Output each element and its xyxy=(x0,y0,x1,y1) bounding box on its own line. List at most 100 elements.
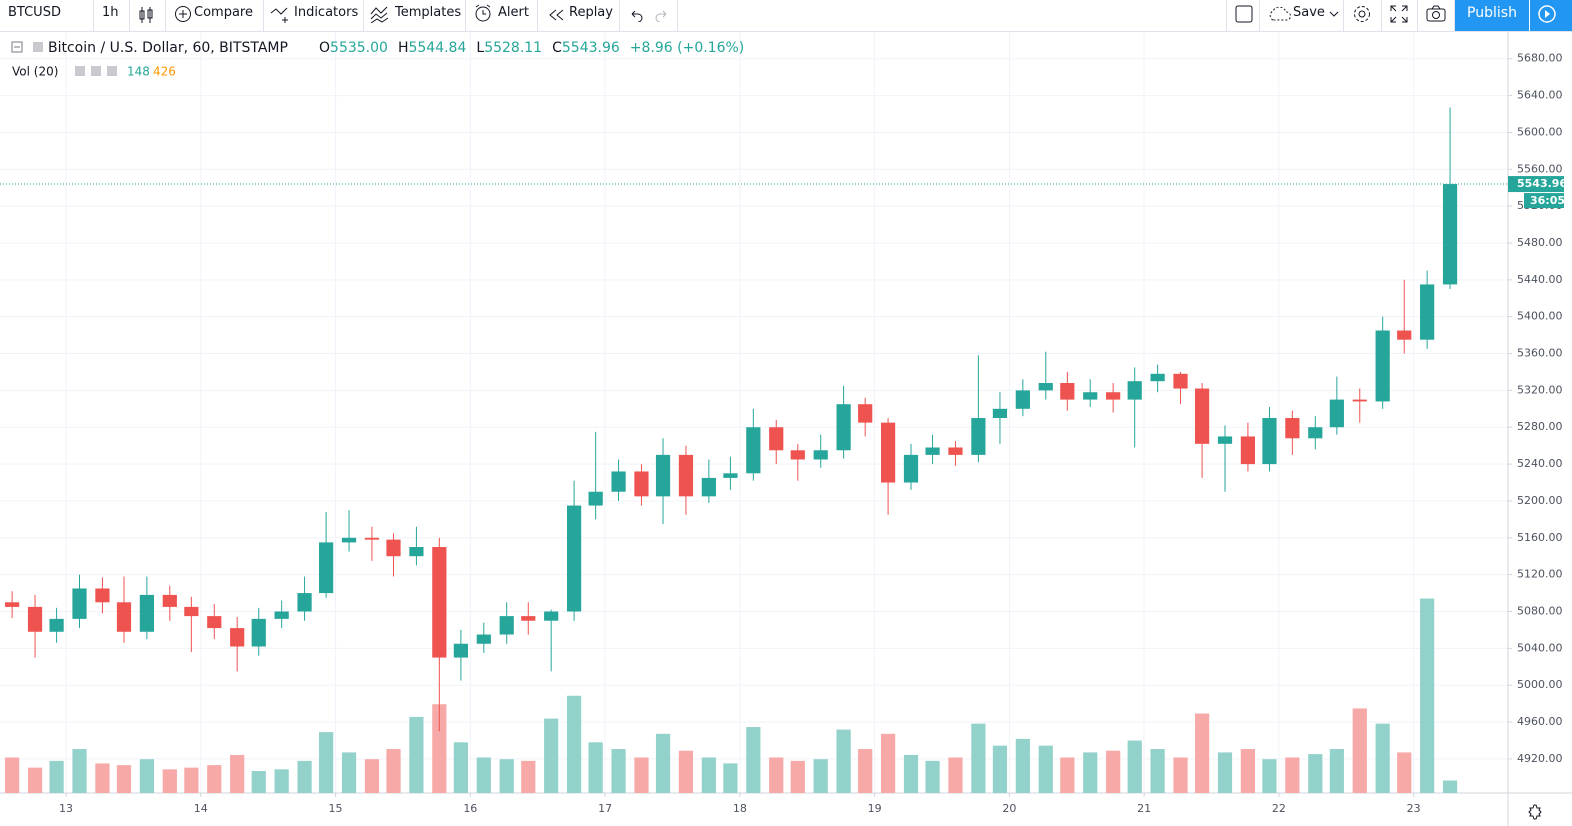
candle-body xyxy=(1352,399,1367,402)
volume-bar xyxy=(27,767,43,793)
candle-body xyxy=(72,588,87,619)
volume-bar xyxy=(1262,759,1277,793)
volume-bar xyxy=(611,749,626,793)
x-tick-label: 14 xyxy=(194,802,208,815)
legend: Bitcoin / U.S. Dollar, 60, BITSTAMP Vol … xyxy=(11,40,744,79)
grid xyxy=(0,32,1508,793)
y-tick-label: 5360.00 xyxy=(1517,347,1563,360)
publish-button[interactable]: Publish xyxy=(1455,0,1529,31)
candle-body xyxy=(409,547,424,557)
indicators-icon xyxy=(270,7,288,23)
candle-body xyxy=(139,594,154,632)
y-tick-label: 5160.00 xyxy=(1517,531,1563,544)
compare-text: Compare xyxy=(194,5,253,20)
candle-body xyxy=(836,404,851,451)
candle-body xyxy=(116,602,132,632)
volume-bar xyxy=(319,732,334,793)
volume-bar xyxy=(1329,749,1344,793)
volume-bar xyxy=(1173,757,1188,793)
settings-icon[interactable] xyxy=(91,66,101,76)
x-tick-label: 16 xyxy=(463,802,477,815)
compare[interactable]: Compare xyxy=(166,0,264,31)
volume-bar xyxy=(341,752,357,793)
eye-icon[interactable] xyxy=(75,66,85,76)
candle-body xyxy=(1083,392,1098,400)
candle-body xyxy=(992,408,1008,419)
publish-text: Publish xyxy=(1467,5,1517,21)
interval[interactable]: 1h xyxy=(94,0,130,31)
layout[interactable] xyxy=(1226,0,1260,31)
candle-body xyxy=(230,628,245,647)
change-value: +8.96 (+0.16%) xyxy=(630,40,744,56)
stream-button[interactable] xyxy=(1530,0,1572,31)
fullscreen[interactable] xyxy=(1382,0,1418,31)
settings[interactable] xyxy=(1344,0,1382,31)
symbol[interactable]: BTCUSD xyxy=(0,0,94,31)
y-tick-label: 5560.00 xyxy=(1517,162,1563,175)
volume-bar xyxy=(723,763,738,793)
candle-body xyxy=(1375,330,1390,402)
chart: Bitcoin / U.S. Dollar, 60, BITSTAMP Vol … xyxy=(0,32,1572,826)
ohlc-label: O xyxy=(319,40,330,56)
candle-body xyxy=(1285,418,1300,439)
y-tick-label: 5240.00 xyxy=(1517,457,1563,470)
candle-body xyxy=(678,454,694,497)
candle-body xyxy=(1015,390,1030,409)
candle-body xyxy=(1150,373,1165,382)
ohlc-value: 5535.00 xyxy=(330,40,388,56)
candle-body xyxy=(1308,427,1323,439)
volume-value: 148 xyxy=(127,65,150,79)
replay[interactable]: Replay xyxy=(538,0,620,31)
volume-bar xyxy=(1127,740,1142,793)
volume-bar xyxy=(992,745,1008,793)
volume-bar xyxy=(116,765,132,793)
templates[interactable]: Templates xyxy=(364,0,466,31)
x-tick-label: 18 xyxy=(733,802,747,815)
volume-bar xyxy=(588,742,603,793)
x-tick-label: 21 xyxy=(1137,802,1151,815)
y-tick-label: 5320.00 xyxy=(1517,383,1563,396)
volume-bar xyxy=(72,749,87,793)
candle-body xyxy=(566,505,582,612)
collapse-icon[interactable] xyxy=(11,41,23,53)
volume-bar xyxy=(566,695,582,793)
chart-style[interactable] xyxy=(130,0,166,31)
volume-bar xyxy=(297,760,312,793)
candle-body xyxy=(184,606,199,617)
snapshot[interactable] xyxy=(1418,0,1455,31)
volume-bar xyxy=(476,757,491,793)
volume-bar xyxy=(1285,757,1300,793)
y-tick-label: 5680.00 xyxy=(1517,52,1563,65)
candle-body xyxy=(432,547,447,658)
indicators[interactable]: Indicators xyxy=(264,0,364,31)
volume-bar xyxy=(409,716,424,793)
volume-bar xyxy=(1083,752,1098,793)
axis-settings-icon[interactable] xyxy=(1528,804,1542,820)
volume-bar xyxy=(207,765,222,793)
volume-bar xyxy=(544,718,559,793)
candle-body xyxy=(162,594,177,607)
alert[interactable]: Alert xyxy=(466,0,538,31)
ohlc-value: 5544.84 xyxy=(408,40,466,56)
save-text: Save xyxy=(1293,5,1325,20)
candle-body xyxy=(95,588,110,603)
volume-bar xyxy=(49,760,64,793)
camera-icon xyxy=(1426,5,1446,22)
candle-body xyxy=(251,618,266,647)
candle-body xyxy=(1397,330,1412,340)
x-tick-label: 20 xyxy=(1002,802,1016,815)
y-tick-label: 5640.00 xyxy=(1517,89,1563,102)
volume-bar xyxy=(251,771,266,793)
candle-body xyxy=(769,427,784,451)
undo-redo[interactable] xyxy=(620,0,678,31)
save[interactable]: Save xyxy=(1260,0,1344,31)
candle-body xyxy=(1442,184,1458,285)
fullscreen-icon xyxy=(1390,5,1408,23)
interval-text: 1h xyxy=(102,5,119,20)
cloud-icon xyxy=(1269,7,1291,21)
y-tick-label: 5120.00 xyxy=(1517,568,1563,581)
volume-bar xyxy=(364,759,380,793)
volume-bar xyxy=(162,769,177,793)
close-icon[interactable] xyxy=(107,66,117,76)
x-tick-label: 19 xyxy=(868,802,882,815)
